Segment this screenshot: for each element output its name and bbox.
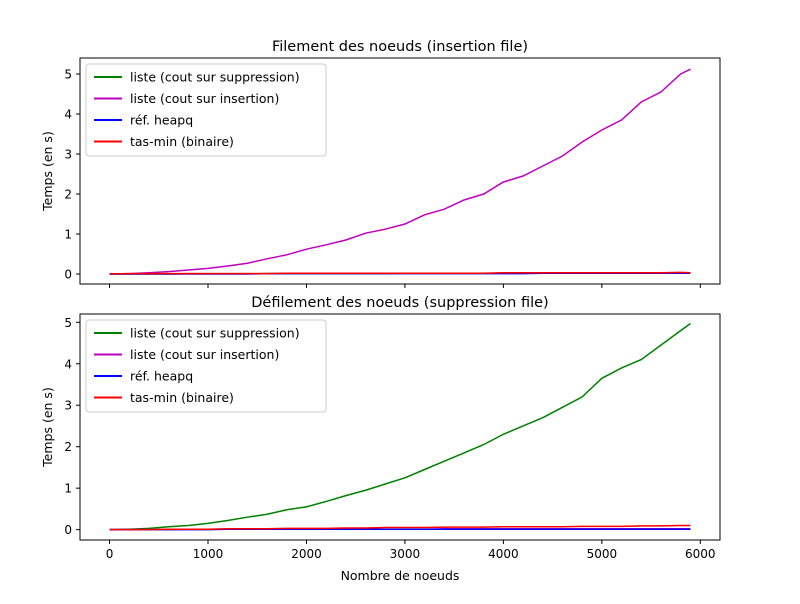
legend: liste (cout sur suppression) liste (cout … [86, 64, 326, 156]
y-tick-label: 4 [64, 357, 72, 371]
x-axis-label: Nombre de noeuds [341, 568, 460, 583]
legend-label-1: liste (cout sur suppression) [130, 326, 300, 341]
legend-label-3: réf. heapq [130, 113, 193, 128]
y-tick-label: 1 [64, 228, 72, 242]
y-tick-label: 5 [64, 316, 72, 330]
y-axis-label: Temps (en s) [40, 131, 55, 212]
x-tick-label: 3000 [390, 547, 421, 561]
y-tick-label: 0 [64, 268, 72, 282]
y-tick-label: 5 [64, 68, 72, 82]
x-tick-label: 1000 [193, 547, 224, 561]
legend-label-2: liste (cout sur insertion) [130, 347, 279, 362]
legend-label-4: tas-min (binaire) [130, 390, 234, 405]
chart-panel-1: Filement des noeuds (insertion file) 0 1 2 3… [40, 39, 720, 288]
chart-panel-2: Défilement des noeuds (suppression file)… [40, 295, 720, 583]
x-tick-label: 6000 [685, 547, 716, 561]
y-tick-label: 0 [64, 523, 72, 537]
y-tick-label: 1 [64, 482, 72, 496]
legend-label-4: tas-min (binaire) [130, 134, 234, 149]
legend-label-2: liste (cout sur insertion) [130, 91, 279, 106]
y-tick-label: 3 [64, 399, 72, 413]
chart-title: Filement des noeuds (insertion file) [272, 39, 528, 55]
y-tick-label: 2 [64, 440, 72, 454]
y-axis-label: Temps (en s) [40, 387, 55, 468]
y-tick-label: 3 [64, 148, 72, 162]
x-tick-label: 0 [106, 547, 114, 561]
x-tick-label: 4000 [488, 547, 519, 561]
chart-title: Défilement des noeuds (suppression file) [251, 295, 548, 311]
x-tick-label: 2000 [291, 547, 322, 561]
legend-label-3: réf. heapq [130, 369, 193, 384]
legend: liste (cout sur suppression) liste (cout … [86, 320, 326, 412]
y-tick-label: 4 [64, 108, 72, 122]
legend-label-1: liste (cout sur suppression) [130, 70, 300, 85]
x-tick-label: 5000 [587, 547, 618, 561]
y-tick-label: 2 [64, 188, 72, 202]
